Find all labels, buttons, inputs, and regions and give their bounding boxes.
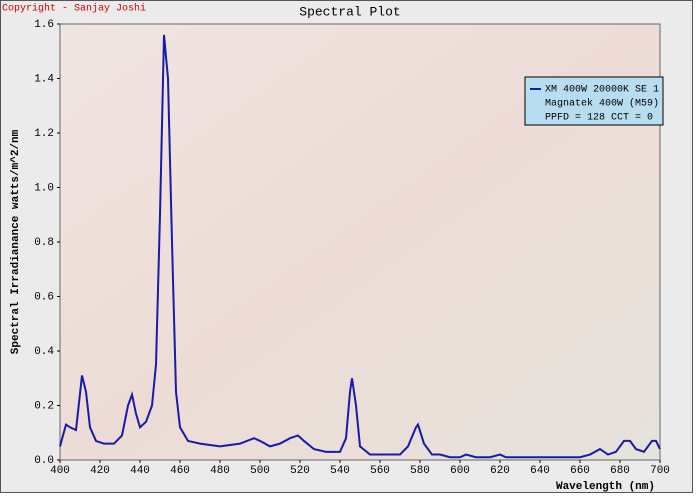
legend: XM 400W 20000K SE 1 Magnatek 400W (M59) PP… xyxy=(524,76,664,126)
x-tick-label: 560 xyxy=(370,465,390,477)
x-tick-label: 540 xyxy=(330,465,350,477)
x-tick-label: 400 xyxy=(50,465,70,477)
x-tick-label: 460 xyxy=(170,465,190,477)
x-tick-label: 660 xyxy=(570,465,590,477)
x-tick-label: 640 xyxy=(530,465,550,477)
chart-title: Spectral Plot xyxy=(299,4,400,19)
legend-box xyxy=(524,76,664,126)
legend-note: Magnatek 400W (M59) xyxy=(545,98,659,110)
series-line xyxy=(59,34,661,459)
legend-label: XM 400W 20000K SE 1 xyxy=(545,85,659,96)
x-tick-label: 440 xyxy=(130,465,150,477)
x-tick-label: 420 xyxy=(90,465,110,477)
x-tick-label: 500 xyxy=(250,465,270,477)
x-tick-label: 580 xyxy=(410,465,430,477)
x-tick-label: 700 xyxy=(650,465,670,477)
x-tick-label: 620 xyxy=(490,465,510,477)
y-tick-label: 0.4 xyxy=(34,346,54,358)
x-tick-label: 480 xyxy=(210,465,230,477)
y-tick-label: 0.2 xyxy=(34,400,54,412)
x-axis-label: Wavelength (nm) xyxy=(556,481,655,493)
y-tick-label: 1.0 xyxy=(34,182,54,194)
y-tick-label: 1.4 xyxy=(34,73,54,85)
y-tick-label: 0.0 xyxy=(34,455,54,467)
y-tick-label: 1.2 xyxy=(34,128,54,140)
y-tick-label: 1.6 xyxy=(34,19,54,31)
legend-note: PPFD = 128 CCT = 0 xyxy=(545,113,653,124)
y-tick-label: 0.8 xyxy=(34,237,54,249)
y-axis-label: Spectral Irradianance watts/m^2/nm xyxy=(10,129,22,354)
x-tick-label: 520 xyxy=(290,465,310,477)
x-tick-label: 600 xyxy=(450,465,470,477)
copyright: Copyright - Sanjay Joshi xyxy=(2,3,146,15)
y-tick-label: 0.6 xyxy=(34,291,54,303)
x-tick-label: 680 xyxy=(610,465,630,477)
